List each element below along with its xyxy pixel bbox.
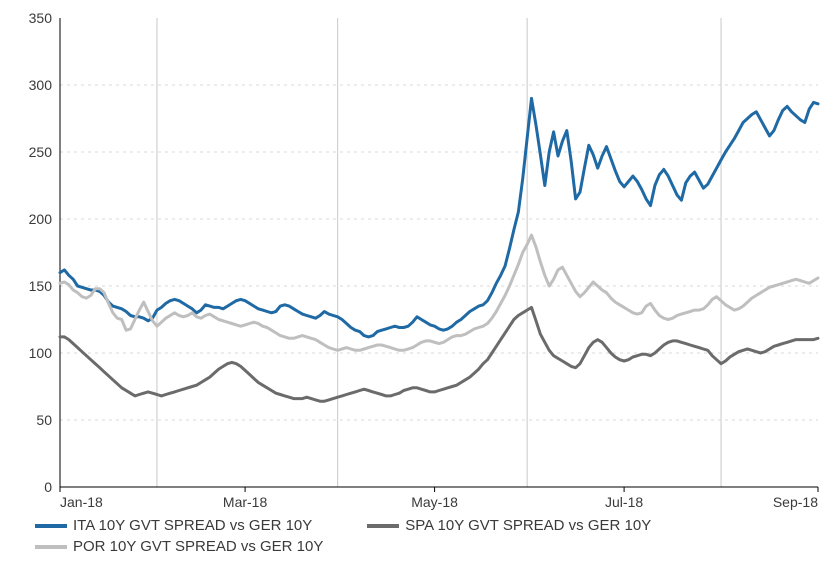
legend-label: SPA 10Y GVT SPREAD vs GER 10Y <box>405 517 651 534</box>
legend-item-spa: SPA 10Y GVT SPREAD vs GER 10Y <box>367 517 651 534</box>
x-tick-label: Jan-18 <box>60 494 103 510</box>
x-tick-label: Mar-18 <box>223 494 268 510</box>
x-tick-label: May-18 <box>411 494 458 510</box>
y-tick-label: 250 <box>29 144 53 160</box>
y-tick-label: 300 <box>29 77 53 93</box>
y-tick-label: 150 <box>29 278 53 294</box>
legend-swatch <box>367 524 399 528</box>
legend-label: ITA 10Y GVT SPREAD vs GER 10Y <box>73 517 312 534</box>
legend-item-ita: ITA 10Y GVT SPREAD vs GER 10Y <box>35 517 312 534</box>
legend-label: POR 10Y GVT SPREAD vs GER 10Y <box>73 538 323 555</box>
x-tick-label: Jul-18 <box>605 494 643 510</box>
spread-chart: 0 50 100 150 200 250 300 350 Jan-18 Mar-18 May-18 J… <box>0 0 835 573</box>
legend: ITA 10Y GVT SPREAD vs GER 10Y SPA 10Y GVT… <box>35 517 835 559</box>
y-tick-label: 350 <box>29 10 53 26</box>
legend-swatch <box>35 524 67 528</box>
legend-swatch <box>35 545 67 549</box>
legend-item-por: POR 10Y GVT SPREAD vs GER 10Y <box>35 538 323 555</box>
chart-canvas: 0 50 100 150 200 250 300 350 Jan-18 Mar-18 May-18 J… <box>0 0 835 573</box>
y-tick-label: 50 <box>36 412 52 428</box>
x-tick-label: Sep-18 <box>773 494 818 510</box>
y-tick-label: 100 <box>29 345 53 361</box>
y-tick-label: 0 <box>44 479 52 495</box>
y-tick-label: 200 <box>29 211 53 227</box>
